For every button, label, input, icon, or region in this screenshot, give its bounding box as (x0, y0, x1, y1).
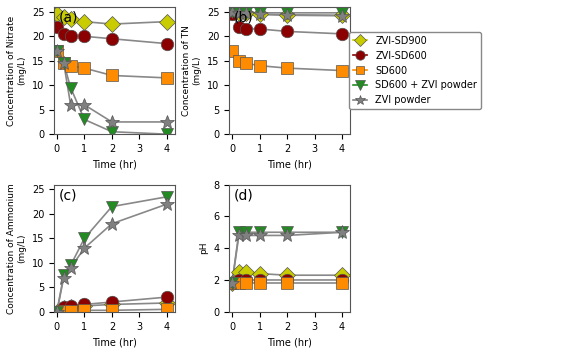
Text: (b): (b) (234, 11, 254, 25)
Text: (a): (a) (59, 11, 79, 25)
Text: (c): (c) (59, 188, 77, 202)
X-axis label: Time (hr): Time (hr) (92, 159, 137, 170)
X-axis label: Time (hr): Time (hr) (92, 337, 137, 347)
Text: (d): (d) (234, 188, 254, 202)
X-axis label: Time (hr): Time (hr) (267, 337, 312, 347)
Y-axis label: pH: pH (198, 242, 208, 255)
Y-axis label: Concentration of TN
(mg/L): Concentration of TN (mg/L) (182, 25, 201, 116)
Legend: ZVI-SD900, ZVI-SD600, SD600, SD600 + ZVI powder, ZVI powder: ZVI-SD900, ZVI-SD600, SD600, SD600 + ZVI… (349, 32, 481, 109)
Y-axis label: Concentration of Nitrate
(mg/L): Concentration of Nitrate (mg/L) (7, 16, 26, 126)
X-axis label: Time (hr): Time (hr) (267, 159, 312, 170)
Y-axis label: Concentration of Ammonium
(mg/L): Concentration of Ammonium (mg/L) (7, 183, 26, 314)
